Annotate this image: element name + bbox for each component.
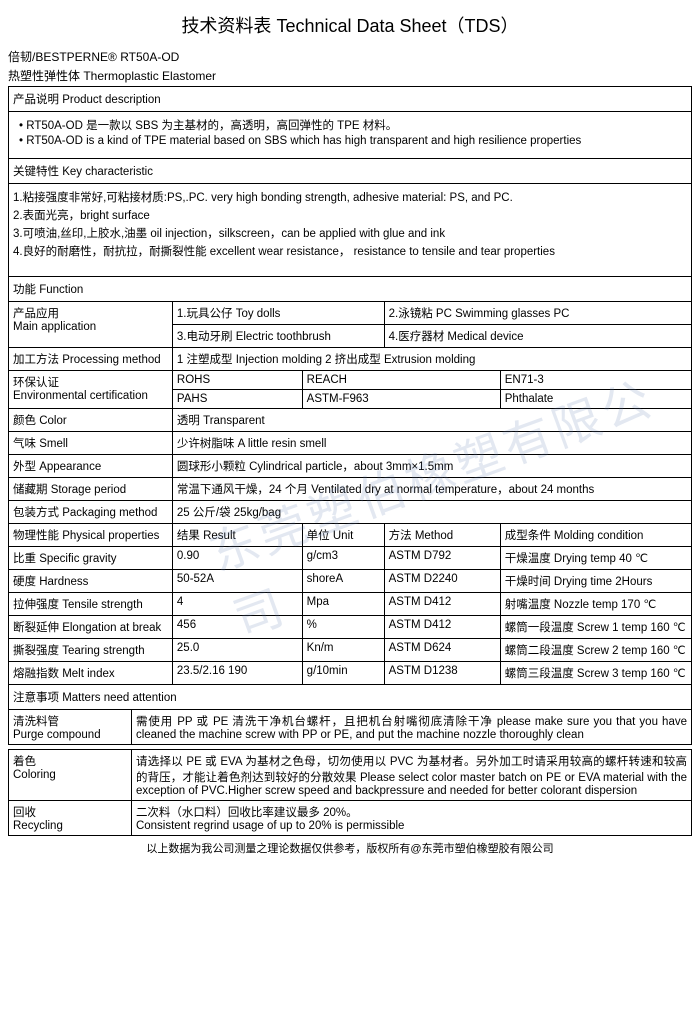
purge-label-cn: 清洗料管: [13, 716, 59, 728]
key-item-3: 3.可喷油,丝印,上胶水,油墨 oil injection，silkscreen…: [13, 225, 687, 241]
color-label: 颜色 Color: [9, 409, 173, 432]
hard-method: ASTM D2240: [384, 570, 500, 593]
tear-mold: 螺筒二段温度 Screw 2 temp 160 ℃: [500, 639, 691, 662]
key-cell: 1.粘接强度非常好,可粘接材质:PS,.PC. very high bondin…: [9, 184, 692, 277]
desc-cell: • RT50A-OD 是一款以 SBS 为主基材的，高透明，高回弹性的 TPE …: [9, 112, 692, 159]
phys-label: 物理性能 Physical properties: [9, 524, 173, 547]
env-r2c1: PAHS: [172, 390, 302, 409]
section-desc-header: 产品说明 Product description: [9, 87, 692, 112]
smell-label: 气味 Smell: [9, 432, 173, 455]
melt-method: ASTM D1238: [384, 662, 500, 685]
storage-value: 常温下通风干燥，24 个月 Ventilated dry at normal t…: [172, 478, 691, 501]
env-label-en: Environmental certification: [13, 390, 148, 402]
sg-mold: 干燥温度 Drying temp 40 ℃: [500, 547, 691, 570]
footer-text: 以上数据为我公司测量之理论数据仅供参考，版权所有@东莞市塑伯橡塑胶有限公司: [8, 840, 692, 856]
coloring-label-cn: 着色: [13, 756, 36, 768]
hard-label: 硬度 Hardness: [9, 570, 173, 593]
section-key-header: 关键特性 Key characteristic: [9, 159, 692, 184]
purge-label-en: Purge compound: [13, 729, 101, 741]
app-label: 产品应用 Main application: [9, 302, 173, 348]
elong-unit: %: [302, 616, 384, 639]
sg-unit: g/cm3: [302, 547, 384, 570]
section-matters-header: 注意事项 Matters need attention: [9, 685, 692, 710]
storage-label: 储藏期 Storage period: [9, 478, 173, 501]
recy-label-cn: 回收: [13, 807, 36, 819]
coloring-value: 请选择以 PE 或 EVA 为基材之色母，切勿使用以 PVC 为基材者。另外加工…: [131, 750, 691, 801]
key-item-4: 4.良好的耐磨性，耐抗拉，耐撕裂性能 excellent wear resist…: [13, 243, 687, 259]
tear-unit: Kn/m: [302, 639, 384, 662]
coloring-label: 着色 Coloring: [9, 750, 132, 801]
melt-result: 23.5/2.16 190: [172, 662, 302, 685]
env-r1c2: REACH: [302, 371, 500, 390]
hard-mold: 干燥时间 Drying time 2Hours: [500, 570, 691, 593]
recy-value: 二次料（水口料）回收比率建议最多 20%。 Consistent regrind…: [131, 801, 691, 836]
purge-label: 清洗料管 Purge compound: [9, 710, 132, 745]
env-r1c3: EN71-3: [500, 371, 691, 390]
tens-mold: 射嘴温度 Nozzle temp 170 ℃: [500, 593, 691, 616]
app-2: 2.泳镜粘 PC Swimming glasses PC: [384, 302, 691, 325]
col-result: 结果 Result: [172, 524, 302, 547]
env-r1c1: ROHS: [172, 371, 302, 390]
desc-bullet-1: • RT50A-OD 是一款以 SBS 为主基材的，高透明，高回弹性的 TPE …: [13, 117, 687, 133]
elong-label: 断裂延伸 Elongation at break: [9, 616, 173, 639]
tens-label: 拉伸强度 Tensile strength: [9, 593, 173, 616]
product-code: 倍韧/BESTPERNE® RT50A-OD: [8, 48, 692, 65]
sg-method: ASTM D792: [384, 547, 500, 570]
app-label-en: Main application: [13, 321, 96, 333]
col-mold: 成型条件 Molding condition: [500, 524, 691, 547]
app-4: 4.医疗器材 Medical device: [384, 325, 691, 348]
app-3: 3.电动牙刷 Electric toothbrush: [172, 325, 384, 348]
coloring-label-en: Coloring: [13, 769, 56, 781]
tear-label: 撕裂强度 Tearing strength: [9, 639, 173, 662]
sg-result: 0.90: [172, 547, 302, 570]
tens-result: 4: [172, 593, 302, 616]
elong-mold: 螺筒一段温度 Screw 1 temp 160 ℃: [500, 616, 691, 639]
color-value: 透明 Transparent: [172, 409, 691, 432]
recy-label: 回收 Recycling: [9, 801, 132, 836]
col-method: 方法 Method: [384, 524, 500, 547]
tear-result: 25.0: [172, 639, 302, 662]
appear-label: 外型 Appearance: [9, 455, 173, 478]
notes-table-2: 着色 Coloring 请选择以 PE 或 EVA 为基材之色母，切勿使用以 P…: [8, 749, 692, 836]
app-label-cn: 产品应用: [13, 308, 59, 320]
key-item-1: 1.粘接强度非常好,可粘接材质:PS,.PC. very high bondin…: [13, 189, 687, 205]
desc-bullet-2: • RT50A-OD is a kind of TPE material bas…: [13, 135, 687, 147]
hard-unit: shoreA: [302, 570, 384, 593]
melt-label: 熔融指数 Melt index: [9, 662, 173, 685]
col-unit: 单位 Unit: [302, 524, 384, 547]
tens-method: ASTM D412: [384, 593, 500, 616]
sg-label: 比重 Specific gravity: [9, 547, 173, 570]
elong-method: ASTM D412: [384, 616, 500, 639]
app-1: 1.玩具公仔 Toy dolls: [172, 302, 384, 325]
tens-unit: Mpa: [302, 593, 384, 616]
melt-unit: g/10min: [302, 662, 384, 685]
key-item-2: 2.表面光亮，bright surface: [13, 207, 687, 223]
product-type: 热塑性弹性体 Thermoplastic Elastomer: [8, 67, 692, 84]
recy-label-en: Recycling: [13, 820, 63, 832]
smell-value: 少许树脂味 A little resin smell: [172, 432, 691, 455]
tear-method: ASTM D624: [384, 639, 500, 662]
page-title: 技术资料表 Technical Data Sheet（TDS）: [8, 12, 692, 38]
pack-value: 25 公斤/袋 25kg/bag: [172, 501, 691, 524]
env-label: 环保认证 Environmental certification: [9, 371, 173, 409]
env-label-cn: 环保认证: [13, 377, 59, 389]
section-func-header: 功能 Function: [9, 277, 692, 302]
env-r2c2: ASTM-F963: [302, 390, 500, 409]
proc-label: 加工方法 Processing method: [9, 348, 173, 371]
tds-table: 产品说明 Product description • RT50A-OD 是一款以…: [8, 86, 692, 710]
notes-table: 清洗料管 Purge compound 需使用 PP 或 PE 清洗干净机台螺杆…: [8, 709, 692, 745]
proc-value: 1 注塑成型 Injection molding 2 挤出成型 Extrusio…: [172, 348, 691, 371]
melt-mold: 螺筒三段温度 Screw 3 temp 160 ℃: [500, 662, 691, 685]
pack-label: 包装方式 Packaging method: [9, 501, 173, 524]
env-r2c3: Phthalate: [500, 390, 691, 409]
elong-result: 456: [172, 616, 302, 639]
hard-result: 50-52A: [172, 570, 302, 593]
appear-value: 圆球形小颗粒 Cylindrical particle，about 3mm×1.…: [172, 455, 691, 478]
purge-value: 需使用 PP 或 PE 清洗干净机台螺杆，且把机台射嘴彻底清除干净 please…: [131, 710, 691, 745]
